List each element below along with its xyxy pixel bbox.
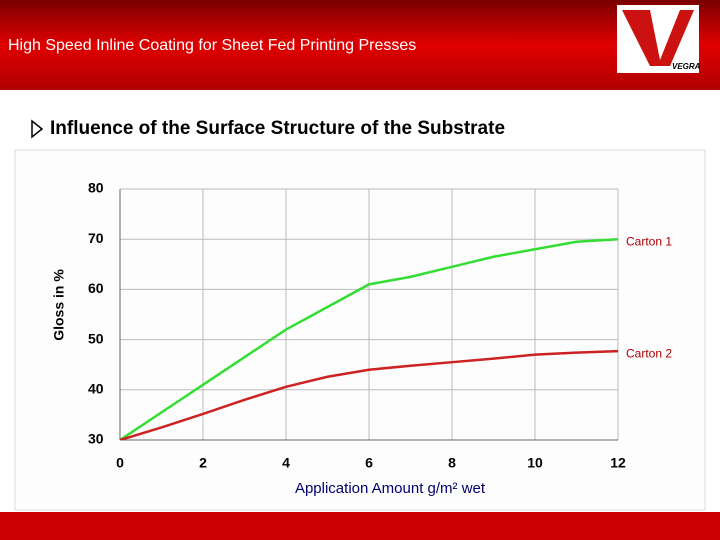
series-label: Carton 1	[626, 234, 672, 248]
x-tick-label: 2	[199, 455, 207, 471]
y-tick-label: 30	[88, 431, 104, 447]
logo-text: VEGRA	[672, 62, 701, 71]
series-label: Carton 2	[626, 346, 672, 360]
y-tick-label: 40	[88, 381, 104, 397]
series-line	[120, 349, 618, 440]
y-tick-label: 80	[88, 180, 104, 196]
heading: Influence of the Surface Structure of th…	[50, 118, 505, 139]
y-tick-label: 60	[88, 280, 104, 296]
footer-band	[0, 512, 720, 540]
logo-mark	[622, 10, 694, 66]
y-tick-label: 50	[88, 330, 104, 346]
x-tick-label: 10	[527, 455, 543, 471]
y-axis-label: Gloss in %	[51, 269, 67, 341]
header-band	[0, 0, 720, 90]
x-tick-label: 6	[365, 455, 373, 471]
series-line	[120, 237, 618, 440]
x-tick-label: 8	[448, 455, 456, 471]
x-tick-label: 12	[610, 455, 626, 471]
header-title: High Speed Inline Coating for Sheet Fed …	[8, 37, 416, 54]
bullet	[31, 119, 44, 139]
x-axis-label: Application Amount g/m² wet	[295, 480, 486, 497]
x-tick-label: 0	[116, 455, 124, 471]
y-tick-label: 70	[88, 230, 104, 246]
x-tick-label: 4	[282, 455, 290, 471]
chart-panel	[14, 149, 706, 511]
